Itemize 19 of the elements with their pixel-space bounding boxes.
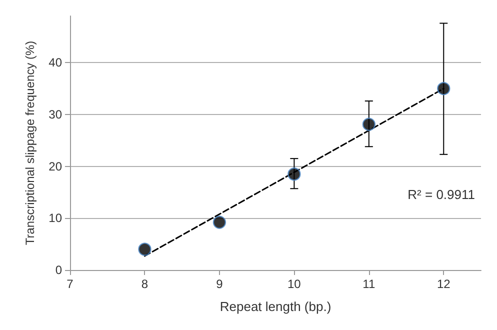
x-axis-title: Repeat length (bp.) (220, 299, 332, 314)
point (212, 216, 226, 229)
y-axis-title: Transcriptional slippage frequency (%) (23, 40, 37, 246)
x-tick-label: 12 (436, 277, 451, 291)
point (362, 118, 376, 131)
point (437, 82, 450, 96)
point (288, 168, 301, 181)
x-tick-label: 10 (288, 277, 302, 291)
y-tick-label: 10 (48, 211, 62, 226)
y-tick-label: 0 (55, 263, 62, 277)
point (138, 242, 152, 256)
y-tick-label: 30 (48, 107, 62, 122)
x-tick-label: 7 (66, 277, 74, 291)
x-tick-label: 8 (141, 277, 148, 291)
x-tick-label: 11 (362, 277, 376, 291)
y-tick-label: 40 (48, 56, 62, 70)
y-tick-label: 20 (48, 159, 62, 174)
x-tick-label: 9 (216, 277, 224, 291)
annotation: R² = 0.9911 (408, 187, 476, 202)
